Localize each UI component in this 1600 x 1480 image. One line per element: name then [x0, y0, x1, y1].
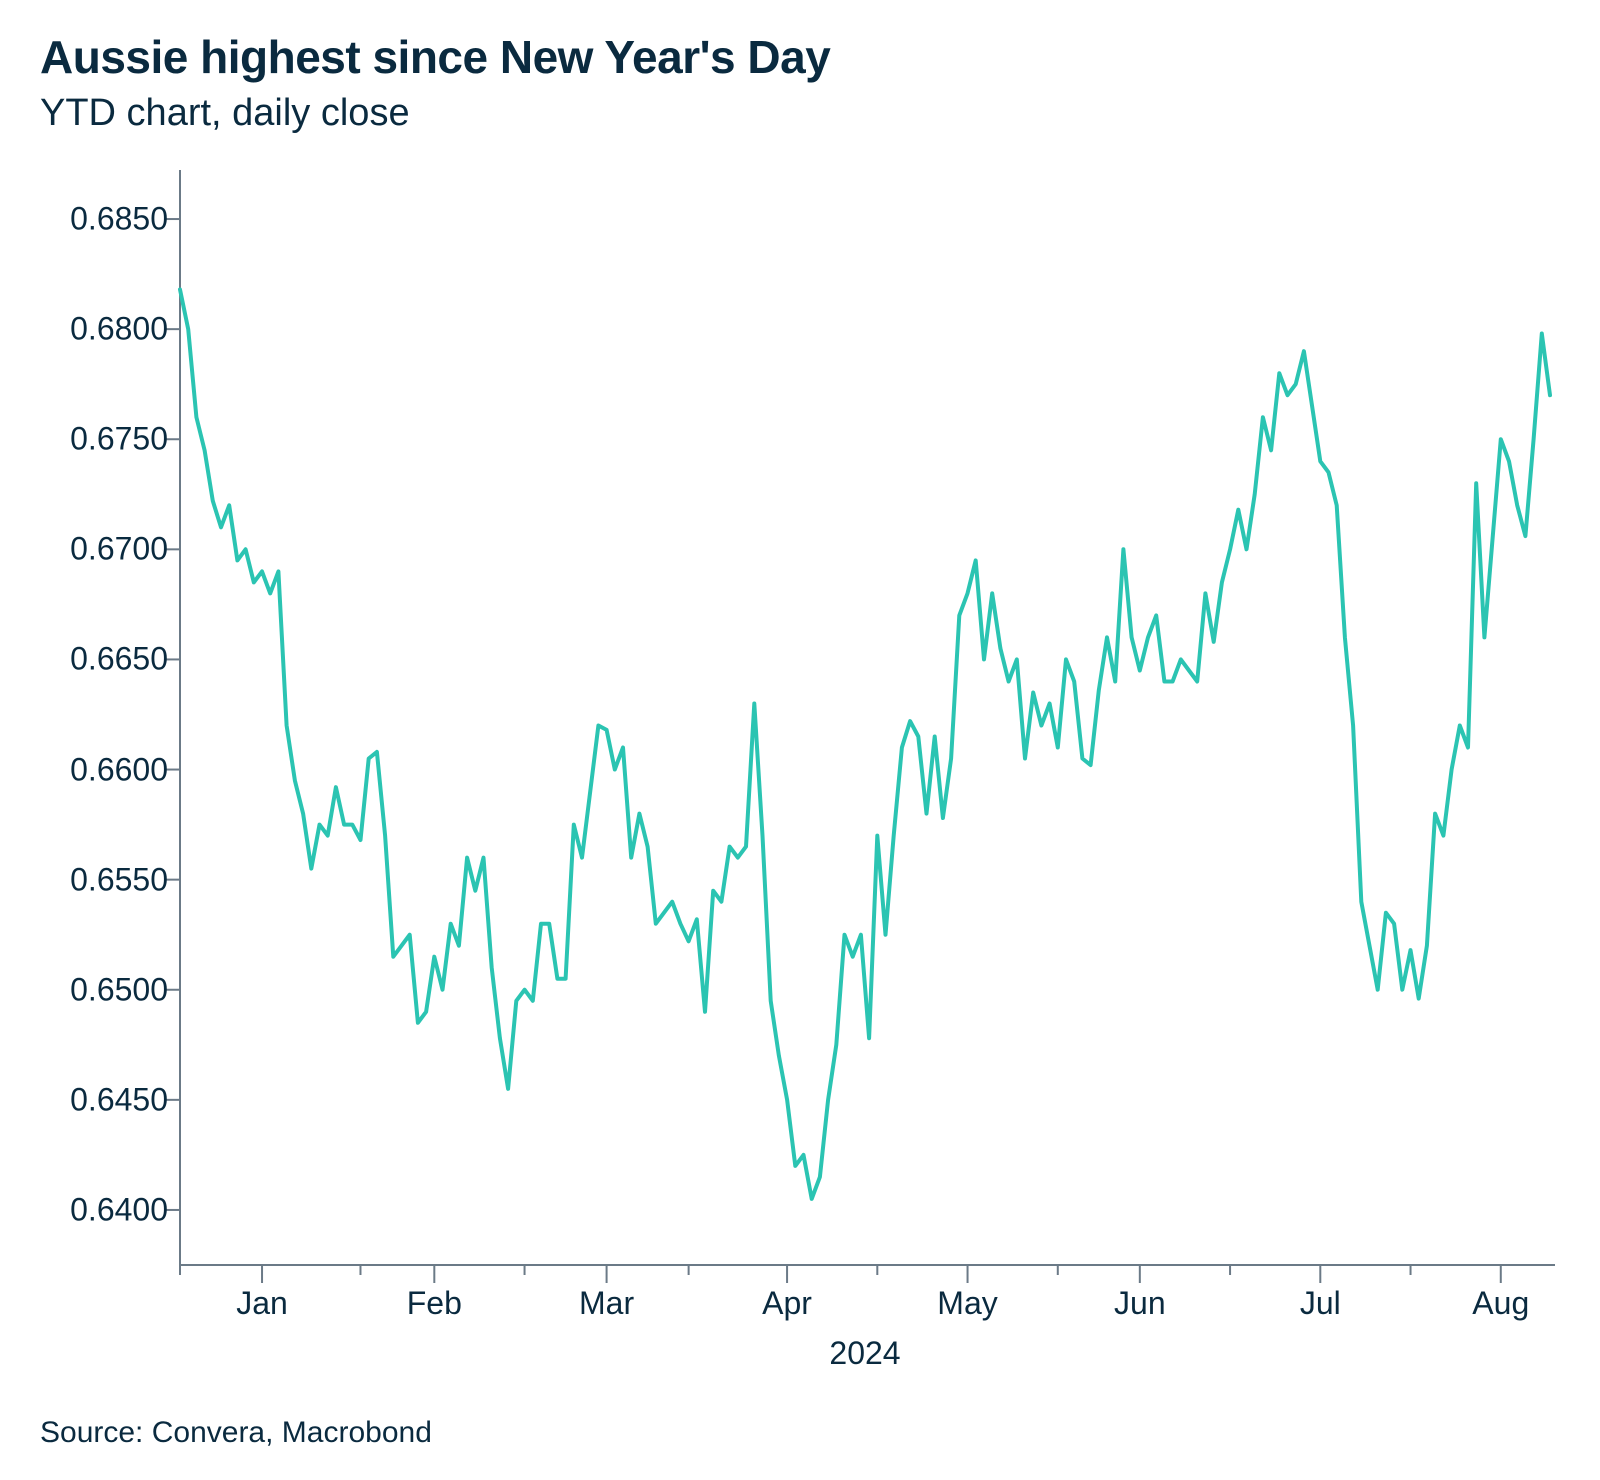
- chart-subtitle: YTD chart, daily close: [40, 92, 1560, 135]
- chart-area: 0.6400 0.6450 0.6500 0.6550 0.6600 0.6650 0.67…: [40, 165, 1560, 1365]
- y-tick-label: 0.6700: [48, 531, 168, 568]
- chart-title: Aussie highest since New Year's Day: [40, 30, 1560, 84]
- y-tick-label: 0.6500: [48, 971, 168, 1008]
- y-tick-label: 0.6550: [48, 861, 168, 898]
- x-tick-label: May: [937, 1285, 997, 1322]
- chart-svg: [40, 165, 1560, 1365]
- source-text: Source: Convera, Macrobond: [40, 1416, 432, 1450]
- x-tick-label: Jun: [1114, 1285, 1166, 1322]
- y-tick-label: 0.6850: [48, 201, 168, 238]
- x-tick-label: Jul: [1300, 1285, 1341, 1322]
- x-tick-label: Feb: [407, 1285, 462, 1322]
- y-tick-label: 0.6800: [48, 311, 168, 348]
- x-tick-label: Aug: [1472, 1285, 1529, 1322]
- x-tick-label: Jan: [236, 1285, 288, 1322]
- x-tick-label: Apr: [762, 1285, 812, 1322]
- y-tick-label: 0.6750: [48, 421, 168, 458]
- y-tick-label: 0.6600: [48, 751, 168, 788]
- y-tick-label: 0.6400: [48, 1191, 168, 1228]
- y-tick-label: 0.6450: [48, 1081, 168, 1118]
- x-tick-label: Mar: [579, 1285, 634, 1322]
- y-tick-label: 0.6650: [48, 641, 168, 678]
- chart-container: Aussie highest since New Year's Day YTD …: [0, 0, 1600, 1480]
- x-year-label: 2024: [829, 1335, 900, 1372]
